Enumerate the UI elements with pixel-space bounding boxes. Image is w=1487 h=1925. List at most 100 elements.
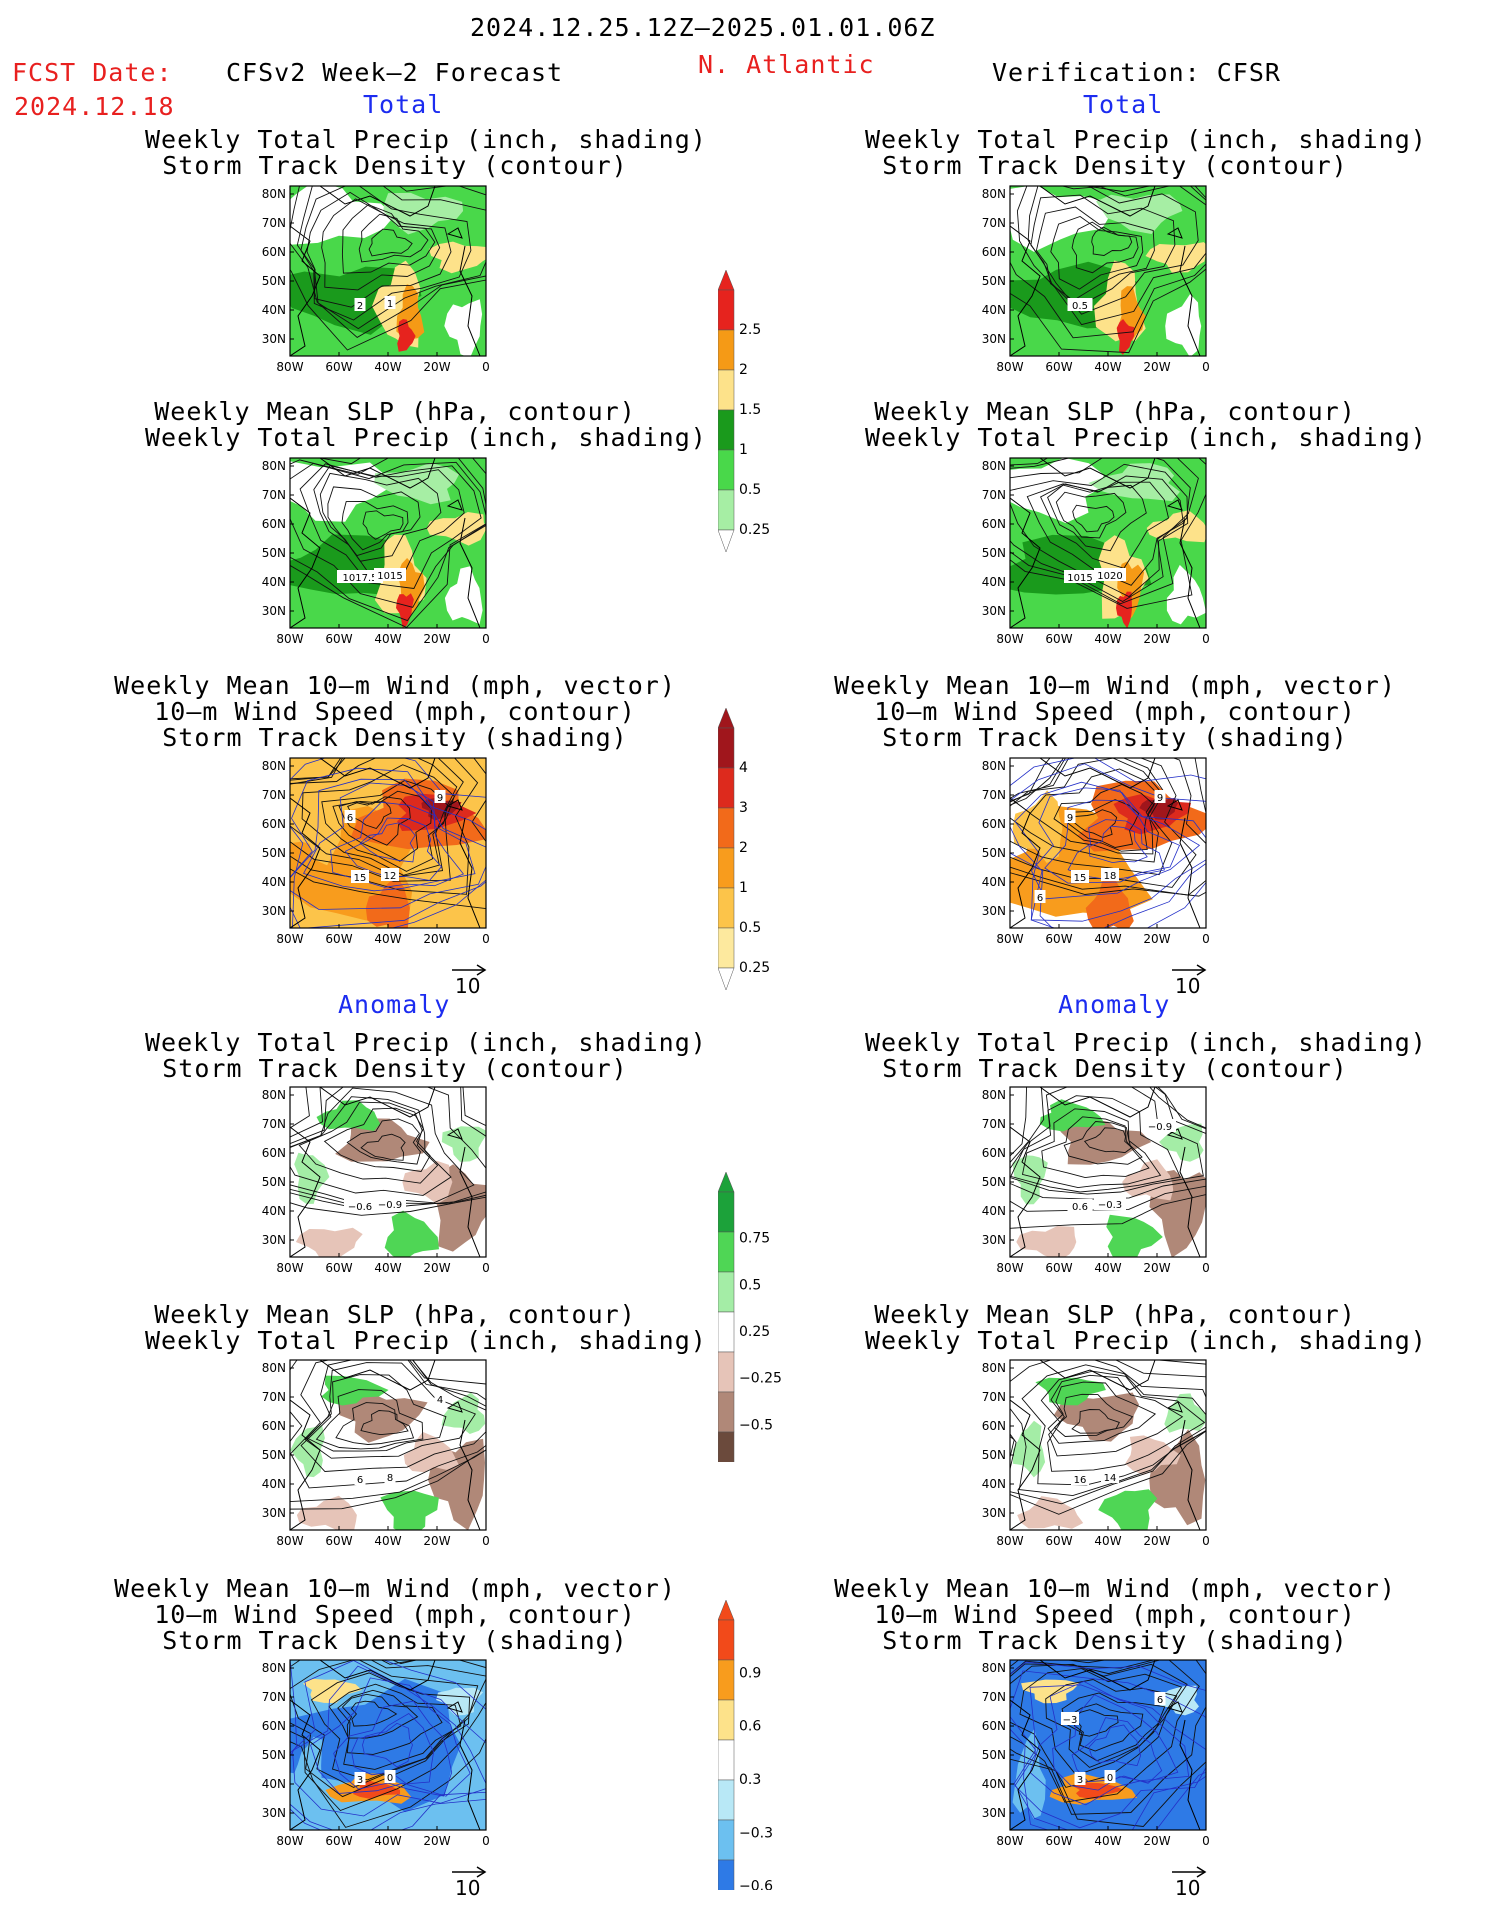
lat-tick-label: 40N xyxy=(982,575,1006,589)
colorbar-segment xyxy=(717,1391,735,1433)
contour-line xyxy=(300,1360,486,1472)
colorbar-segment xyxy=(717,289,735,331)
colorbar-top-arrow xyxy=(717,707,735,729)
lat-tick-label: 70N xyxy=(982,488,1006,502)
lon-tick-label: 60W xyxy=(1045,1534,1072,1548)
vf-total-precip-title: Weekly Total Precip (inch, shading) Storm… xyxy=(865,125,1427,180)
lat-tick-label: 80N xyxy=(982,1088,1006,1102)
lat-tick-label: 30N xyxy=(262,1806,286,1820)
colorbar-track-anom: 0.90.60.3−0.3−0.6−0.9 xyxy=(717,1598,808,1925)
lat-tick-label: 50N xyxy=(262,274,286,288)
fc-anom-vector-ref: 10 xyxy=(450,1862,490,1902)
colorbar-canvas: 0.750.50.25−0.25−0.5−0.75 xyxy=(717,1171,782,1495)
contour-line xyxy=(319,472,442,562)
lon-tick-label: 20W xyxy=(423,360,450,374)
contour-line xyxy=(1063,1121,1143,1165)
contour-line xyxy=(338,796,411,846)
wind-vector-streak xyxy=(1052,1694,1179,1791)
colorbar-label: 0.75 xyxy=(739,1231,770,1247)
lat-tick-label: 70N xyxy=(262,1117,286,1131)
lat-tick-label: 30N xyxy=(982,604,1006,618)
contour-line xyxy=(1010,758,1161,863)
contour-line xyxy=(1026,475,1184,586)
shading-region xyxy=(1096,194,1183,234)
contour-label: 0.5 xyxy=(1072,301,1088,312)
map-canvas: 80N 70N 60N 50N 40N 30N 80W 60W 40W 20W 0 15 18 9 9 6 xyxy=(982,757,1210,946)
shading-region xyxy=(352,1780,401,1799)
contour-label: −0.9 xyxy=(1148,1122,1172,1133)
contour-label: 14 xyxy=(1104,1473,1117,1484)
contour-line xyxy=(1021,1108,1162,1189)
contour-line xyxy=(290,1660,486,1798)
wind-vector-streak xyxy=(1010,1670,1206,1830)
contour-line xyxy=(1072,504,1115,533)
lon-tick-label: 20W xyxy=(423,1534,450,1548)
vf-total-wind-title: Weekly Mean 10–m Wind (mph, vector) 10–m … xyxy=(834,671,1396,752)
contour-line xyxy=(1010,1087,1206,1212)
coastline xyxy=(1010,186,1201,356)
lon-tick-label: 80W xyxy=(276,1534,303,1548)
shading-region xyxy=(1012,1155,1048,1205)
contour-line xyxy=(298,1101,439,1184)
lat-tick-label: 60N xyxy=(982,517,1006,531)
lon-tick-label: 40W xyxy=(374,360,401,374)
colorbar-label: 4 xyxy=(739,760,748,776)
contour-line xyxy=(321,780,449,872)
shading-region xyxy=(296,1495,357,1530)
map-fc-total-precip: 80N 70N 60N 50N 40N 30N 80W 60W 40W 20W 0 2 1 xyxy=(248,182,498,382)
contour-line xyxy=(1010,1360,1206,1497)
colorbar-segment xyxy=(717,727,735,769)
lat-tick-label: 30N xyxy=(982,1233,1006,1247)
shading-region xyxy=(396,593,414,628)
contour-line xyxy=(1010,186,1206,339)
lon-tick-label: 60W xyxy=(325,1834,352,1848)
region-label: N. Atlantic xyxy=(698,50,875,79)
contour-line xyxy=(1045,1679,1178,1768)
contour-label: 1020 xyxy=(1097,571,1122,582)
map-canvas: 80N 70N 60N 50N 40N 30N 80W 60W 40W 20W 0 0.6 −0.3 −0… xyxy=(982,1086,1210,1275)
vector-ref-label: 10 xyxy=(455,974,481,998)
lon-tick-label: 40W xyxy=(1094,1834,1121,1848)
contour-label: −3 xyxy=(1063,1715,1078,1726)
lon-tick-label: 40W xyxy=(374,1261,401,1275)
contour-line xyxy=(290,1087,475,1204)
vector-arrow-icon xyxy=(1172,1866,1207,1878)
lat-tick-label: 80N xyxy=(262,1361,286,1375)
vector-ref-label: 10 xyxy=(1175,974,1201,998)
lat-tick-label: 30N xyxy=(262,604,286,618)
shading-region xyxy=(383,192,464,235)
lon-tick-label: 20W xyxy=(423,932,450,946)
contour-line xyxy=(332,790,432,862)
contour-label: 6 xyxy=(347,813,353,824)
shading-region xyxy=(1166,564,1206,625)
contour-line xyxy=(1040,1370,1206,1472)
contour-line xyxy=(290,461,486,608)
fc-total-vector-ref: 10 xyxy=(450,960,490,1000)
contour-line xyxy=(1010,1660,1200,1803)
shading-region xyxy=(1010,186,1110,252)
lon-tick-label: 20W xyxy=(423,1834,450,1848)
shading-region xyxy=(380,1490,439,1530)
lat-tick-label: 30N xyxy=(982,904,1006,918)
colorbar-segment xyxy=(717,1231,735,1273)
contour-line xyxy=(362,510,404,540)
lat-tick-label: 30N xyxy=(982,1506,1006,1520)
contour-label: −0.6 xyxy=(348,1202,372,1213)
lon-tick-label: 0 xyxy=(1202,1261,1210,1275)
shading-region xyxy=(1016,1226,1077,1257)
map-canvas: 80N 70N 60N 50N 40N 30N 80W 60W 40W 20W 0 2 1 xyxy=(262,185,490,374)
verification-total-label: Total xyxy=(1083,90,1164,119)
map-canvas: 80N 70N 60N 50N 40N 30N 80W 60W 40W 20W 0 0.5 xyxy=(982,185,1210,374)
map-vf-total-wind: 80N 70N 60N 50N 40N 30N 80W 60W 40W 20W 0 15 18 9 9 6 xyxy=(968,754,1218,954)
wind-vector-streak xyxy=(362,1722,413,1768)
colorbar-bottom-arrow xyxy=(717,529,735,553)
wind-vector-streak xyxy=(1088,1724,1142,1767)
contour-line xyxy=(1047,484,1147,552)
map-vf-anom-slp: 80N 70N 60N 50N 40N 30N 80W 60W 40W 20W 0 16 14 xyxy=(968,1356,1218,1556)
vector-ref-label: 10 xyxy=(1175,1876,1201,1900)
map-fc-total-wind: 80N 70N 60N 50N 40N 30N 80W 60W 40W 20W 0 15 12 9 6 xyxy=(248,754,498,954)
lon-tick-label: 60W xyxy=(1045,360,1072,374)
contour-label: 1017.5 xyxy=(343,573,378,584)
lat-tick-label: 50N xyxy=(262,1175,286,1189)
map-canvas: 80N 70N 60N 50N 40N 30N 80W 60W 40W 20W 0 1015 1020 xyxy=(982,457,1210,646)
